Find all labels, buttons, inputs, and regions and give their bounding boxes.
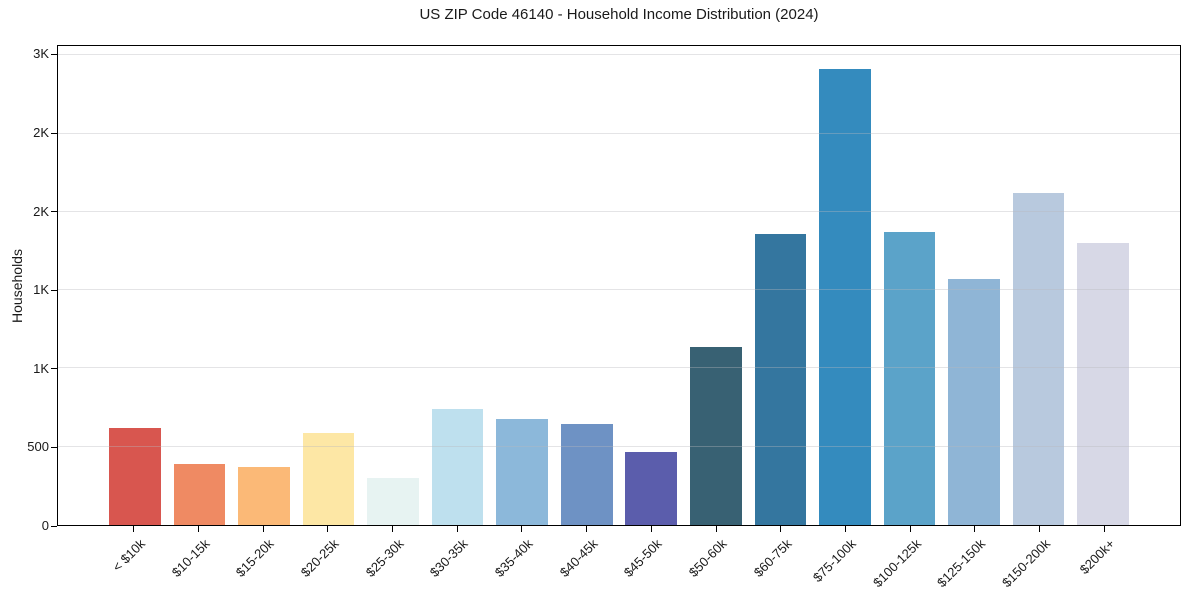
x-tick-label-text: $20-25k <box>297 536 342 580</box>
bar-$60-75k <box>754 233 807 525</box>
chart-title: US ZIP Code 46140 - Household Income Dis… <box>419 6 819 23</box>
bar-$200k+ <box>1077 242 1129 525</box>
x-tick-label-text: $35-40k <box>491 536 536 580</box>
x-tick-mark <box>715 526 717 532</box>
x-tick-label-text: $50-60k <box>685 536 730 580</box>
gridline-2500 <box>58 132 1180 134</box>
bar-$40-45k <box>560 423 613 525</box>
y-tick-mark <box>51 446 57 448</box>
bar-$35-40k <box>496 419 548 525</box>
bar-$150-200k <box>1012 193 1065 525</box>
y-tick-mark <box>51 211 57 213</box>
bar-$30-35k <box>431 409 484 525</box>
y-tick-label: 3K <box>33 46 49 62</box>
gridline-500 <box>58 445 1180 447</box>
x-tick-mark <box>1038 526 1040 532</box>
y-tick-label: 1K <box>33 360 49 376</box>
x-tick-mark <box>392 526 394 532</box>
x-tick-mark <box>844 526 846 532</box>
x-tick-label-text: $200k+ <box>1076 536 1118 578</box>
x-tick-label-text: $30-35k <box>427 536 471 580</box>
bar-$125-150k <box>948 279 1000 525</box>
x-tick-mark <box>198 526 200 532</box>
bar-$15-20k <box>238 466 290 525</box>
x-tick-label-text: $15-20k <box>233 536 277 580</box>
bar-$100-125k <box>883 232 936 525</box>
y-tick-label: 500 <box>27 439 49 455</box>
x-tick-mark <box>780 526 782 532</box>
x-tick-mark <box>974 526 976 532</box>
x-tick-mark <box>650 526 652 532</box>
x-tick-mark <box>521 526 523 532</box>
bar-$10-15k <box>173 463 226 525</box>
plot-area <box>57 45 1181 526</box>
x-tick-mark <box>262 526 264 532</box>
gridline-1000 <box>58 367 1180 369</box>
x-tick-label-text: $100-125k <box>869 536 924 590</box>
x-tick-mark <box>133 526 135 532</box>
bar-$75-100k <box>819 68 871 525</box>
x-tick-mark <box>586 526 588 532</box>
x-tick-mark <box>909 526 911 532</box>
x-tick-label-text: $25-30k <box>362 536 407 580</box>
y-tick-label: 0 <box>41 518 49 533</box>
y-tick-label: 1K <box>33 282 49 298</box>
x-tick-mark <box>456 526 458 532</box>
x-tick-label-text: $150-200k <box>998 536 1053 590</box>
x-tick-label-text: $75-100k <box>810 536 859 585</box>
x-tick-label-text: $40-45k <box>556 536 601 580</box>
y-tick-mark <box>51 368 57 370</box>
x-tick-label-text: $125-150k <box>934 536 989 590</box>
gridline-1500 <box>58 289 1180 291</box>
x-tick-label-text: $10-15k <box>168 536 213 580</box>
y-tick-label: 2K <box>33 203 49 219</box>
x-tick-mark <box>327 526 329 532</box>
bar-< $10k <box>109 427 161 525</box>
y-tick-label: 2K <box>33 125 49 141</box>
x-tick-label-text: < $10k <box>109 536 148 575</box>
bar-$45-50k <box>625 452 678 525</box>
y-tick-mark <box>51 132 57 134</box>
x-tick-label-text: $60-75k <box>750 536 795 580</box>
y-tick-mark <box>51 53 57 55</box>
gridline-3000 <box>58 54 1180 56</box>
x-tick-mark <box>1103 526 1105 532</box>
bar-$50-60k <box>690 347 742 525</box>
gridline-2000 <box>58 210 1180 212</box>
y-tick-mark <box>51 289 57 291</box>
bar-$25-30k <box>367 477 419 525</box>
y-tick-mark <box>51 525 57 527</box>
bar-$20-25k <box>302 432 355 525</box>
x-tick-label-text: $45-50k <box>621 536 665 580</box>
